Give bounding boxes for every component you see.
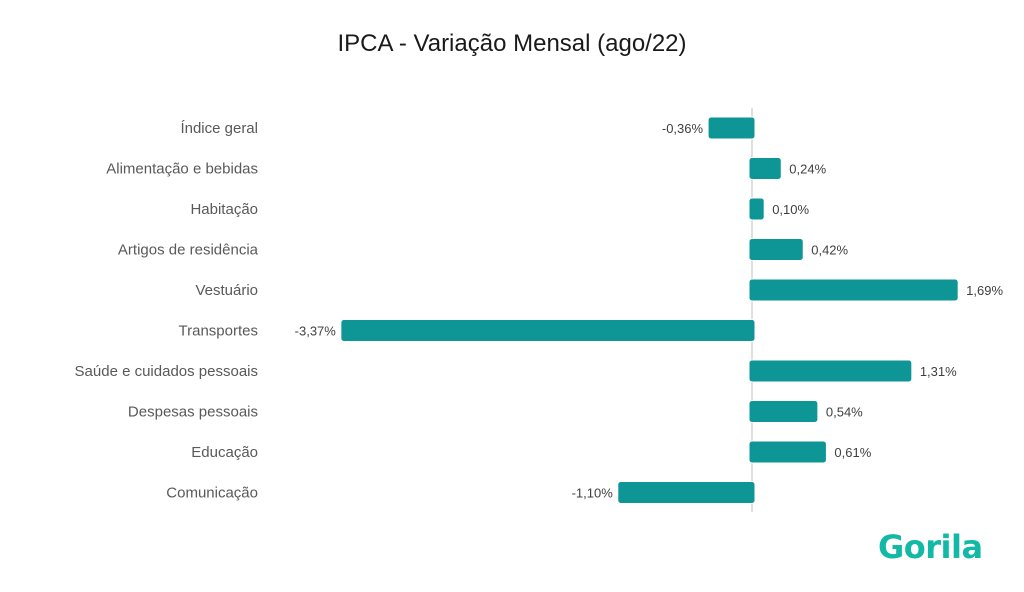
data-label: 0,61% — [834, 445, 871, 460]
category-label: Artigos de residência — [118, 242, 259, 259]
bar — [748, 359, 913, 383]
category-label: Índice geral — [180, 120, 258, 137]
bar — [748, 197, 765, 221]
category-label: Saúde e cuidados pessoais — [75, 363, 258, 380]
bar — [340, 319, 756, 342]
data-label: -0,36% — [662, 121, 704, 136]
category-label: Habitação — [190, 201, 258, 218]
data-label: 0,42% — [811, 243, 848, 258]
data-label: -3,37% — [295, 324, 337, 339]
bar — [748, 238, 804, 261]
bar — [748, 278, 959, 302]
bar — [748, 157, 782, 180]
category-label: Comunicação — [166, 485, 258, 502]
data-label: 0,54% — [826, 405, 863, 420]
bar — [748, 440, 827, 464]
category-label: Despesas pessoais — [128, 404, 258, 421]
data-label: 0,24% — [789, 162, 826, 177]
category-label: Vestuário — [195, 282, 258, 299]
gorila-logo: Gorila — [878, 528, 983, 566]
category-label: Alimentação e bebidas — [106, 161, 258, 178]
data-label: 1,69% — [966, 283, 1003, 298]
data-label: -1,10% — [572, 486, 614, 501]
bar — [748, 400, 819, 423]
chart-title: IPCA - Variação Mensal (ago/22) — [337, 30, 687, 57]
bar — [707, 116, 756, 140]
category-label: Transportes — [179, 323, 258, 340]
bar — [617, 481, 756, 504]
data-label: 1,31% — [920, 364, 957, 379]
data-label: 0,10% — [772, 202, 809, 217]
category-label: Educação — [191, 444, 258, 461]
